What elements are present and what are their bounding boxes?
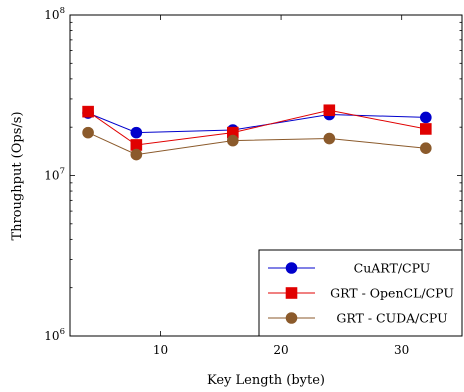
series-3 xyxy=(82,126,432,161)
data-point xyxy=(420,142,432,154)
data-point xyxy=(420,123,432,135)
y-axis-label: Throughput (Ops/s) xyxy=(10,111,25,240)
y-tick-labels: 106 107 108 xyxy=(44,6,65,343)
legend-marker xyxy=(285,262,298,274)
legend-label: GRT - OpenCL/CPU xyxy=(330,286,454,301)
data-point xyxy=(130,126,143,139)
series-layer xyxy=(82,104,432,161)
x-tick-labels: 10 20 30 xyxy=(153,343,410,357)
legend-item: GRT - CUDA/CPU xyxy=(268,311,448,326)
x-axis-label: Key Length (byte) xyxy=(207,373,325,388)
legend-marker xyxy=(285,312,298,324)
y-tick-label: 107 xyxy=(44,167,65,183)
x-tick-label: 30 xyxy=(394,343,409,357)
series-1 xyxy=(82,107,432,139)
data-point xyxy=(82,126,94,139)
legend-marker xyxy=(285,287,298,299)
y-tick-label: 108 xyxy=(44,6,65,22)
data-point xyxy=(130,148,143,161)
data-point xyxy=(323,104,336,117)
series-2 xyxy=(82,104,432,151)
y-tick-label: 106 xyxy=(44,327,65,343)
x-tick-label: 20 xyxy=(273,343,288,357)
legend-item: CuART/CPU xyxy=(268,261,430,276)
legend-item: GRT - OpenCL/CPU xyxy=(268,286,454,301)
legend-label: CuART/CPU xyxy=(354,261,431,276)
data-point xyxy=(227,134,239,147)
legend-label: GRT - CUDA/CPU xyxy=(336,311,447,326)
data-point xyxy=(420,111,432,124)
x-tick-label: 10 xyxy=(153,343,168,357)
data-point xyxy=(82,105,94,118)
legend: CuART/CPU GRT - OpenCL/CPU GRT - CUDA/CPU xyxy=(258,249,463,337)
data-point xyxy=(323,132,336,145)
